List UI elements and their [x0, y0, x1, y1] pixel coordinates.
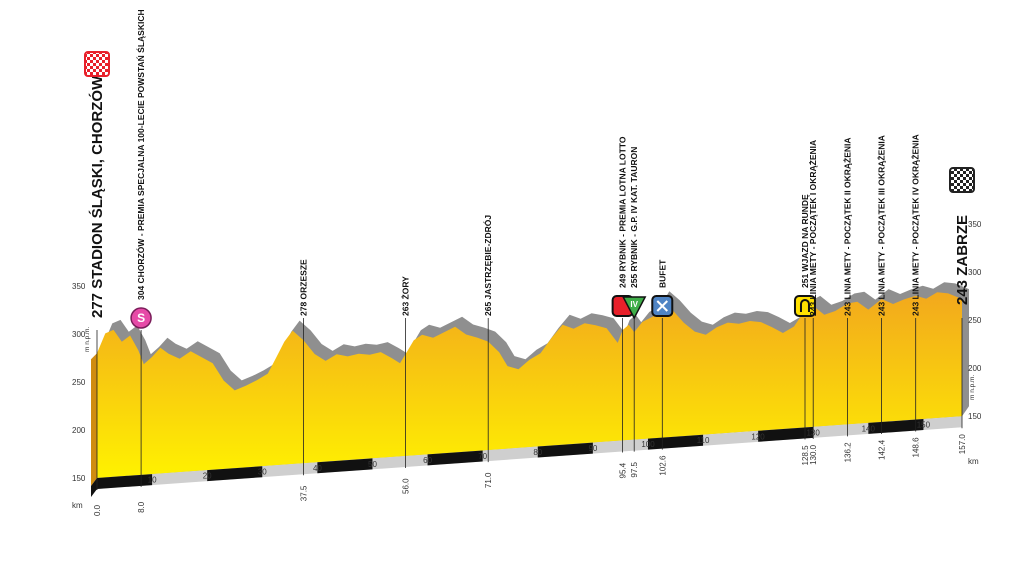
waypoint-4: 71.0 265 JASTRZĘBIE-ZDRÓJ [482, 215, 493, 488]
waypoint-13: 157.0 243 ZABRZE [949, 167, 975, 455]
elevation-tick-label: 200 [968, 364, 982, 373]
elevation-tick-label: 300 [72, 330, 86, 339]
waypoint-label: 255 RYBNIK - G.P. IV KAT. TAURON [629, 147, 639, 288]
elevation-tick-label: 350 [968, 220, 982, 229]
waypoint-0: 0.0 277 STADION ŚLĄSKI, CHORZÓW [84, 51, 110, 516]
km-tick-label: 110 [697, 436, 710, 445]
waypoint-km-label: 102.6 [658, 455, 667, 476]
waypoint-label: 243 ZABRZE [954, 215, 971, 305]
km-tick-label: 50 [368, 460, 377, 469]
waypoint-1: 8.0 304 CHORZÓW - PREMIA SPECJALNA 100-LE… [130, 9, 152, 513]
waypoint-label: 251 WJAZD NA RUNDĘ [800, 194, 810, 288]
waypoint-9: 130.0 243 LINIA METY - POCZĄTEK I OKRĄŻEN… [808, 140, 818, 465]
waypoint-3: 56.0 263 ŻORY [401, 276, 411, 494]
waypoint-label: 243 LINIA METY - POCZĄTEK II OKRĄŻENIA [842, 137, 852, 316]
km-ticks: 10 20 30 40 50 60 70 80 90 100 110 120 130 140 150 [148, 421, 931, 485]
elevation-ticks-right: 150 200 250 300 350 [968, 220, 982, 421]
elevation-tick-label: 150 [72, 474, 86, 483]
elevation-tick-label: 200 [72, 426, 86, 435]
waypoint-12: 148.6 243 LINIA METY - POCZĄTEK IV OKRĄŻE… [911, 134, 921, 457]
waypoint-label: BUFET [657, 259, 667, 288]
road-segment [207, 466, 263, 482]
feed-zone-icon-cross [656, 300, 668, 312]
waypoint-km-label: 157.0 [958, 434, 967, 455]
waypoint-markers: 0.0 277 STADION ŚLĄSKI, CHORZÓW 8.0 304 CHO… [84, 9, 975, 516]
ylabel-right: m n.p.m. [969, 375, 976, 400]
waypoint-label: 249 RYBNIK - PREMIA LOTNA LOTTO [618, 136, 628, 288]
km-tick-label: 10 [148, 476, 157, 485]
waypoint-label: 243 LINIA METY - POCZĄTEK IV OKRĄŻENIA [911, 134, 921, 316]
road-segment [758, 426, 814, 442]
waypoint-label: 243 LINIA METY - POCZĄTEK III OKRĄŻENIA [877, 135, 887, 316]
waypoint-label: 278 ORZESZE [299, 259, 309, 316]
waypoint-km-label: 37.5 [300, 485, 309, 501]
xlabel-left: km [72, 501, 83, 510]
waypoint-2: 37.5 278 ORZESZE [299, 259, 309, 501]
road-segment [647, 434, 704, 450]
elevation-axis-left: m n.p.m. [84, 327, 91, 352]
waypoint-km-label: 142.4 [878, 439, 887, 460]
climb-icon-category: IV [630, 300, 638, 309]
road-segment [868, 418, 924, 434]
waypoint-km-label: 97.5 [630, 461, 639, 477]
xlabel-right: km [968, 457, 979, 466]
km-tick-label: 20 [203, 472, 212, 481]
km-tick-label: 60 [423, 456, 432, 465]
km-tick-label: 40 [313, 464, 322, 473]
waypoint-label: 304 CHORZÓW - PREMIA SPECJALNA 100-LECIE… [135, 9, 146, 300]
waypoint-km-label: 128.5 [801, 445, 810, 466]
terrain-fill [97, 292, 962, 478]
km-tick-label: 90 [588, 444, 597, 453]
waypoint-km-label: 8.0 [137, 501, 146, 513]
road-segment [537, 442, 593, 458]
road-band-side [91, 478, 97, 497]
distance-road-band [91, 416, 962, 497]
waypoint-label: 243 LINIA METY - POCZĄTEK I OKRĄŻENIA [808, 140, 818, 316]
terrain-side [91, 353, 97, 486]
road-segment [317, 458, 373, 474]
waypoint-8: 128.5 251 WJAZD NA RUNDĘ [793, 194, 816, 466]
finish-flag-icon [949, 167, 975, 193]
road-segment [97, 474, 153, 489]
road-band [91, 416, 962, 497]
start-flag-icon [84, 51, 110, 77]
elevation-tick-label: 350 [72, 282, 86, 291]
km-tick-label: 150 [917, 421, 931, 430]
special-sprint-icon-letter: S [137, 311, 145, 325]
elevation-axis-right: m n.p.m. [969, 375, 976, 400]
waypoint-11: 142.4 243 LINIA METY - POCZĄTEK III OKRĄŻ… [877, 135, 887, 460]
climb-icon [621, 296, 647, 320]
elevation-tick-label: 150 [968, 412, 982, 421]
km-tick-label: 80 [533, 448, 542, 457]
elevation-tick-label: 250 [968, 316, 982, 325]
waypoint-km-label: 56.0 [402, 478, 411, 494]
km-tick-label: 140 [862, 424, 876, 433]
ylabel-left: m n.p.m. [84, 327, 91, 352]
waypoint-km-label: 95.4 [619, 462, 628, 478]
waypoint-6: 97.5 255 RYBNIK - G.P. IV KAT. TAURON IV [621, 147, 647, 478]
km-tick-label: 100 [641, 440, 655, 449]
waypoint-7: 102.6 BUFET [651, 259, 674, 476]
waypoint-km-label: 0.0 [93, 504, 102, 516]
waypoint-10: 136.2 243 LINIA METY - POCZĄTEK II OKRĄŻE… [842, 137, 852, 462]
waypoint-label: 263 ŻORY [401, 276, 411, 316]
circuit-icon-arc [799, 299, 810, 312]
waypoint-km-label: 136.2 [843, 442, 852, 463]
waypoint-km-label: 71.0 [484, 472, 493, 488]
elevation-ticks-left: 150 200 250 300 350 [72, 282, 86, 483]
waypoint-km-label: 130.0 [809, 444, 818, 465]
elevation-tick-label: 250 [72, 378, 86, 387]
waypoint-label: 265 JASTRZĘBIE-ZDRÓJ [482, 215, 493, 316]
km-tick-label: 30 [258, 468, 267, 477]
km-tick-label: 120 [751, 432, 765, 441]
elevation-tick-label: 300 [968, 268, 982, 277]
special-sprint-icon [130, 307, 152, 329]
km-tick-label: 70 [478, 452, 487, 461]
road-segment [427, 450, 483, 466]
waypoint-km-label: 148.6 [912, 437, 921, 458]
waypoint-label: 277 STADION ŚLĄSKI, CHORZÓW [88, 75, 106, 318]
